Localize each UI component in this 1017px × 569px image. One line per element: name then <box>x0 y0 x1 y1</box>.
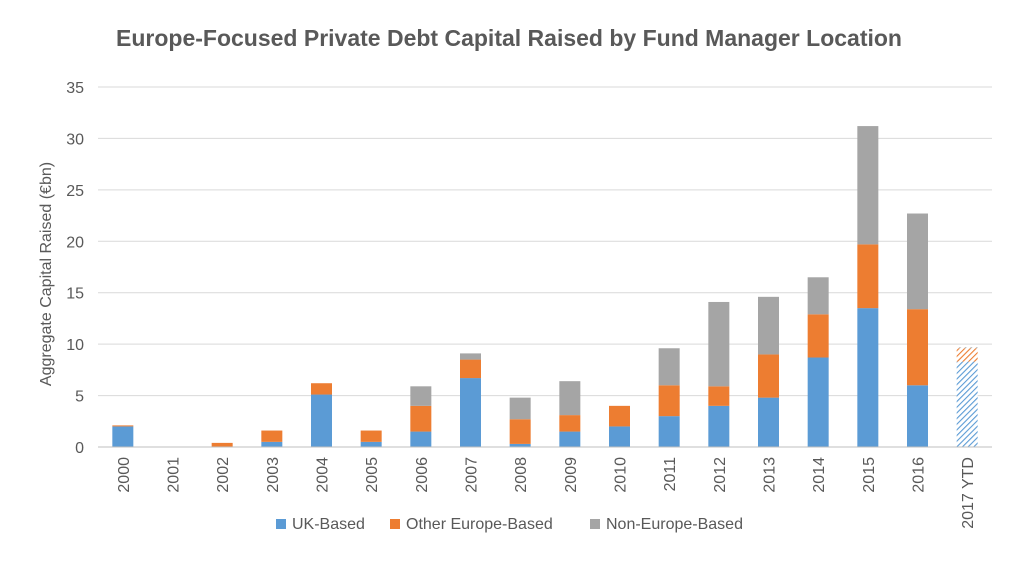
y-axis-label: Aggregate Capital Raised (€bn) <box>38 162 55 386</box>
bar-segment <box>410 386 432 406</box>
x-tick-label: 2004 <box>315 457 332 493</box>
x-tick-label: 2014 <box>811 457 828 493</box>
x-tick-label: 2003 <box>265 457 282 493</box>
bar-segment <box>807 277 829 315</box>
y-tick-label: 35 <box>66 80 84 97</box>
bar-segment <box>261 430 283 442</box>
x-tick-label: 2017 YTD <box>960 457 977 529</box>
bar-segment <box>807 314 829 358</box>
y-tick-label: 25 <box>66 183 84 200</box>
x-tick-label: 2008 <box>513 457 530 493</box>
bar-segment <box>857 126 879 245</box>
bar-segment <box>956 361 978 447</box>
bar-segment <box>907 213 928 310</box>
x-tick-label: 2007 <box>464 457 481 493</box>
bar-segment <box>658 385 680 417</box>
y-tick-label: 10 <box>66 337 84 354</box>
axes: 0 5 10 15 20 25 30 35 2000 2001 2002 2003 2004 2005 20… <box>66 80 992 529</box>
bar-segment <box>311 383 332 395</box>
legend-swatch <box>276 519 286 529</box>
y-tick-label: 20 <box>66 234 84 251</box>
bar-segment <box>609 426 630 447</box>
legend-label: Non-Europe-Based <box>606 516 743 533</box>
x-tick-label: 2013 <box>762 457 779 493</box>
x-tick-label: 2000 <box>116 457 133 493</box>
bar-segment <box>460 359 481 379</box>
bar-segment <box>708 301 730 387</box>
y-tick-label: 5 <box>75 389 84 406</box>
bars <box>112 126 978 447</box>
gridlines <box>98 86 992 397</box>
bar-segment <box>509 397 531 420</box>
bar-segment <box>509 443 531 447</box>
bar-segment <box>907 309 928 386</box>
bar-segment <box>658 348 680 386</box>
bar-segment <box>708 405 730 447</box>
bar-segment <box>559 381 581 416</box>
bar-segment <box>758 354 779 398</box>
bar-segment <box>758 397 779 447</box>
x-tick-label: 2011 <box>662 457 679 492</box>
bar-segment <box>559 415 581 432</box>
legend-swatch <box>390 519 400 529</box>
bar-segment <box>261 441 283 447</box>
legend: UK-Based Other Europe-Based Non-Europe-Bas… <box>276 516 743 533</box>
x-tick-label: 2015 <box>861 457 878 493</box>
x-tick-label: 2001 <box>166 457 183 493</box>
bar-segment <box>112 426 134 447</box>
chart-title: Europe-Focused Private Debt Capital Rais… <box>116 25 902 51</box>
bar-segment <box>658 416 680 447</box>
x-tick-label: 2005 <box>364 457 381 493</box>
bar-segment <box>758 296 779 355</box>
bar-segment <box>460 353 481 360</box>
bar-segment <box>907 385 928 447</box>
bar-segment <box>360 430 382 442</box>
bar-segment <box>609 405 630 427</box>
x-tick-label: 2016 <box>911 457 928 493</box>
legend-swatch <box>590 519 600 529</box>
x-tick-label: 2012 <box>712 457 729 493</box>
bar-segment <box>311 394 332 447</box>
bar-segment <box>559 431 581 447</box>
bar-segment <box>708 386 730 406</box>
y-tick-label: 30 <box>66 131 84 148</box>
bar-segment <box>360 441 382 447</box>
y-tick-label: 0 <box>75 440 84 457</box>
bar-segment <box>857 244 879 309</box>
x-tick-label: 2006 <box>414 457 431 493</box>
legend-label: Other Europe-Based <box>406 516 553 533</box>
y-tick-label: 15 <box>66 286 84 303</box>
x-tick-label: 2009 <box>563 457 580 493</box>
bar-segment <box>956 347 978 349</box>
bar-segment <box>410 431 432 447</box>
bar-segment <box>211 442 233 447</box>
bar-segment <box>956 348 978 362</box>
x-tick-label: 2002 <box>215 457 232 493</box>
bar-segment <box>410 405 432 432</box>
bar-segment <box>112 425 134 427</box>
bar-segment <box>509 419 531 444</box>
x-tick-label: 2010 <box>613 457 630 493</box>
bar-segment <box>460 378 481 447</box>
legend-label: UK-Based <box>292 516 365 533</box>
bar-segment <box>807 357 829 447</box>
bar-segment <box>857 308 879 447</box>
